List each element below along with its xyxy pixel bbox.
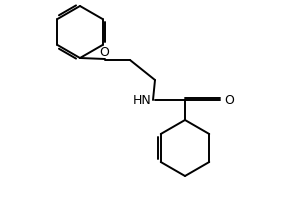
Text: O: O [99,46,109,59]
Text: O: O [224,94,234,106]
Text: HN: HN [133,94,152,106]
